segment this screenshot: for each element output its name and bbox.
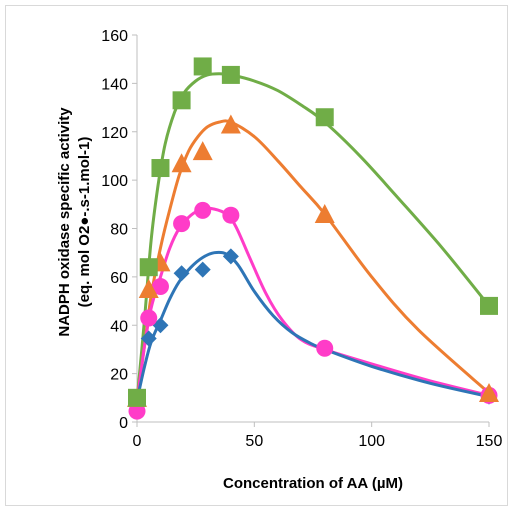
x-tick-label: 0 <box>133 433 142 450</box>
point-square <box>221 65 240 84</box>
fit-curve-triangle <box>135 119 491 401</box>
fit-curve-circle <box>135 206 490 403</box>
y-tick-label: 80 <box>110 222 128 239</box>
point-square <box>315 108 334 127</box>
point-circle <box>194 201 212 219</box>
point-diamond <box>194 261 211 278</box>
point-triangle <box>171 153 192 173</box>
point-diamond <box>173 265 190 282</box>
fit-curve-diamond <box>135 250 490 401</box>
point-diamond <box>140 330 157 347</box>
point-square <box>139 258 158 277</box>
y-axis-title-line2: (eq. mol O2●-.s-1.mol-1) <box>76 137 93 308</box>
y-tick-label: 60 <box>110 270 128 287</box>
x-axis-title: Concentration of AA (µM) <box>223 475 403 492</box>
point-circle <box>222 206 240 224</box>
point-diamond <box>222 248 239 265</box>
point-circle <box>128 402 146 420</box>
point-square <box>480 296 498 315</box>
data-markers <box>127 57 499 420</box>
x-tick-label: 50 <box>245 433 263 450</box>
point-square <box>151 159 170 178</box>
point-triangle <box>192 141 213 161</box>
point-circle <box>151 278 169 296</box>
y-tick-label: 20 <box>110 367 128 384</box>
point-circle <box>140 309 158 327</box>
x-tick-label: 150 <box>476 433 503 450</box>
axes <box>132 34 490 427</box>
point-circle <box>316 339 334 357</box>
x-tick-label: 100 <box>358 433 385 450</box>
point-square <box>172 91 191 110</box>
point-triangle <box>479 382 499 402</box>
point-square <box>193 57 212 76</box>
fit-curves <box>135 72 491 403</box>
point-circle <box>173 215 191 233</box>
point-triangle <box>220 114 241 134</box>
y-axis-title-line1: NADPH oxidase specific activity <box>56 107 73 337</box>
point-triangle <box>314 203 335 223</box>
point-square <box>128 388 146 407</box>
y-tick-label: 160 <box>101 28 128 45</box>
y-tick-label: 100 <box>101 173 128 190</box>
y-tick-label: 120 <box>101 125 128 142</box>
fit-curve-square <box>135 72 491 401</box>
y-tick-label: 0 <box>119 415 128 432</box>
tick-labels: 0 20 40 60 80 100 120 140 160 0 50 100 150 <box>101 28 502 450</box>
point-triangle <box>138 278 159 298</box>
y-tick-label: 140 <box>101 76 128 93</box>
y-tick-label: 40 <box>110 318 128 335</box>
